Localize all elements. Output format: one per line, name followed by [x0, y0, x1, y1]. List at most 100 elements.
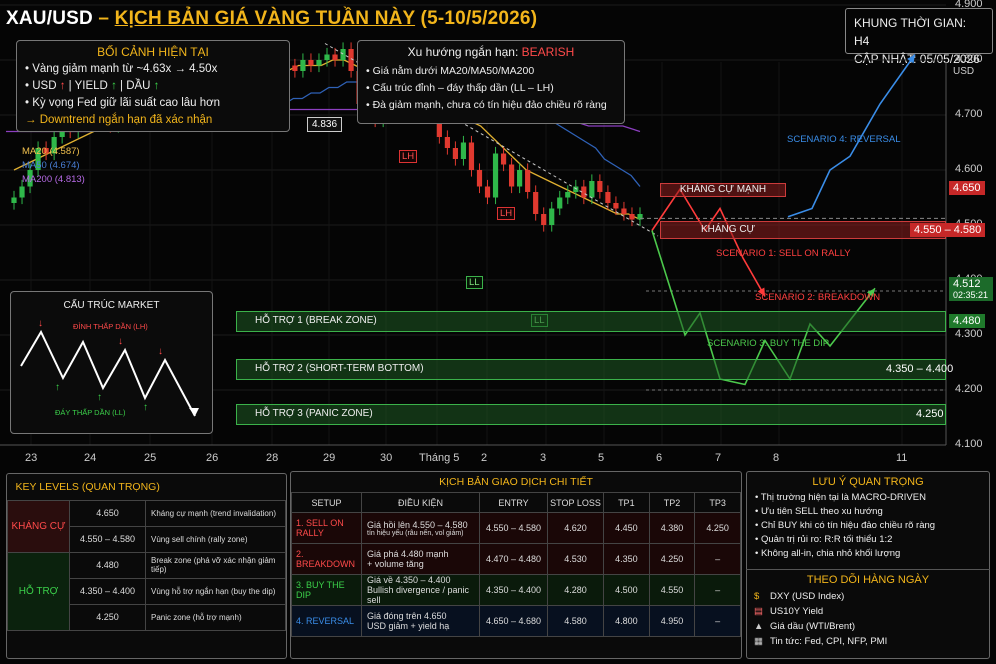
candle-body [533, 192, 539, 214]
tp3-cell: – [694, 574, 741, 606]
sl-cell: 4.280 [547, 574, 604, 606]
scenario1-label: SCENARIO 1: SELL ON RALLY [716, 248, 851, 259]
candle [51, 130, 57, 161]
candle-body [444, 137, 450, 148]
level-note: Vùng sell chính (rally zone) [145, 525, 286, 553]
y-tick-label: 4.800 [955, 53, 983, 65]
candle-body [589, 181, 595, 198]
candle-body [557, 197, 563, 209]
candle [589, 174, 595, 205]
support3-price: 4.250 [916, 408, 944, 420]
candle [444, 130, 450, 155]
scenario-table: KỊCH BẢN GIAO DỊCH CHI TIẾT SETUP ĐIỀU K… [290, 471, 742, 659]
candle [549, 201, 555, 232]
candle-body [621, 208, 627, 214]
candle-body [508, 164, 515, 187]
ma200-legend: MA200 (4.813) [22, 174, 85, 185]
entry-cell: 4.470 – 4.480 [479, 543, 548, 575]
candle [605, 185, 611, 210]
note-item: • Ưu tiên SELL theo xu hướng [755, 506, 883, 517]
condition-line: + volume tăng [367, 559, 424, 569]
resistance-price: 4.550 – 4.580 [910, 223, 986, 237]
tp1-cell: 4.350 [603, 543, 650, 575]
candle [581, 179, 587, 205]
x-tick-label: 11 [896, 452, 908, 464]
condition-line: Giá phá 4.480 mạnh [367, 549, 449, 559]
candle-body [300, 60, 306, 71]
x-tick-label: 30 [380, 452, 393, 464]
candle [324, 47, 330, 67]
support1-zone: HỖ TRỢ 1 (BREAK ZONE) [236, 311, 946, 332]
trend-box: Xu hướng ngắn hạn: BEARISH • Giá nằm dướ… [357, 40, 625, 124]
table-row: 1. SELL ON RALLY Giá hồi lên 4.550 – 4.5… [291, 512, 741, 544]
condition-line: tín hiệu yếu (râu nến, vol giảm) [367, 529, 464, 537]
candle-body [452, 148, 459, 159]
updated-label: CẬP NHẬT: 05/05/2026 [854, 52, 980, 66]
scenario3-label: SCENARIO 3: BUY THE DIP [707, 338, 830, 349]
candle-body [492, 153, 499, 198]
candle [484, 179, 491, 205]
y-tick-label: 4.600 [955, 163, 983, 175]
candle-body [308, 60, 314, 66]
col-header: TP1 [603, 492, 650, 513]
condition-line: Giá về 4.350 – 4.400 [367, 575, 451, 585]
candle [348, 42, 354, 78]
candle-body [573, 186, 579, 192]
tp2-cell: 4.550 [648, 574, 696, 606]
scenario3-path-arrowhead [866, 288, 875, 298]
support1-price: 4.480 [949, 314, 985, 328]
candle [19, 179, 25, 205]
tp2-cell: 4.250 [648, 543, 696, 575]
note-item: • Chỉ BUY khi có tín hiệu đảo chiều rõ r… [755, 520, 936, 531]
x-tick-label: 6 [656, 452, 663, 464]
monitor-item: $ DXY (USD Index) [754, 591, 845, 602]
context-item: • Kỳ vọng Fed giữ lãi suất cao lâu hơn [25, 97, 221, 109]
candle [43, 141, 49, 161]
x-tick-label: 23 [25, 452, 38, 464]
candle-body [484, 186, 491, 198]
tp2-cell: 4.380 [648, 512, 696, 544]
x-tick-label: 5 [598, 452, 605, 464]
col-header: STOP LOSS [547, 492, 604, 513]
x-tick-label: 2 [481, 452, 488, 464]
svg-text:↑: ↑ [143, 402, 148, 413]
candle-countdown: 02:35:21 [953, 290, 989, 300]
candle [517, 163, 523, 194]
trend-item: • Cấu trúc đỉnh – đáy thấp dần (LL – LH) [366, 82, 554, 94]
table-row: 3. BUY THE DIP Giá về 4.350 – 4.400 Bulli… [291, 574, 741, 606]
svg-text:↓: ↓ [38, 318, 43, 329]
candle-body [43, 148, 49, 154]
y-tick-label: 4.100 [955, 438, 983, 450]
col-header: ĐIỀU KIỆN [361, 492, 480, 513]
strong-resistance-zone: KHÁNG CỰ MẠNH [660, 183, 786, 197]
peak-price-label: 4.836 [307, 117, 343, 132]
tp1-cell: 4.450 [603, 512, 650, 544]
level-note: Vùng hỗ trợ ngắn hạn (buy the dip) [145, 577, 286, 605]
flag-icon: ▤ [754, 606, 763, 617]
candle [525, 163, 531, 199]
sl-cell: 4.620 [547, 512, 604, 544]
support-group-label: HỖ TRỢ [7, 551, 70, 631]
x-tick-label: 26 [206, 452, 219, 464]
monitor-box: THEO DÕI HÀNG NGÀY $ DXY (USD Index) ▤ US1… [746, 569, 990, 659]
x-tick-label: 8 [773, 452, 780, 464]
candle [35, 141, 41, 177]
market-structure-box: CẤU TRÚC MARKET ĐỈNH THẤP DẦN (LH) ĐÁY T… [10, 291, 213, 434]
x-tick-label: 28 [266, 452, 279, 464]
condition-line: Giá đóng trên 4.650 [367, 611, 447, 621]
ll-label: LL [466, 276, 483, 289]
candle-body [292, 65, 298, 71]
candle-body [629, 214, 635, 220]
level-value: 4.350 – 4.400 [69, 577, 146, 605]
timeframe-box: KHUNG THỜI GIAN: H4 CẬP NHẬT: 05/05/2026 [845, 8, 993, 66]
candle [541, 207, 547, 232]
context-item: • USD ↑ | YIELD ↑ | DẦU ↑ [25, 80, 160, 92]
tp3-cell: 4.250 [694, 512, 741, 544]
level-value: 4.550 – 4.580 [69, 525, 146, 553]
x-tick-label: 29 [323, 452, 336, 464]
setup-cell: 1. SELL ON RALLY [291, 512, 362, 544]
monitor-item: ▲ Giá dầu (WTI/Brent) [754, 621, 855, 632]
candle [468, 135, 475, 177]
trend-item: • Đà giảm mạnh, chưa có tín hiệu đảo chi… [366, 99, 607, 111]
level-value: 4.480 [69, 551, 146, 579]
